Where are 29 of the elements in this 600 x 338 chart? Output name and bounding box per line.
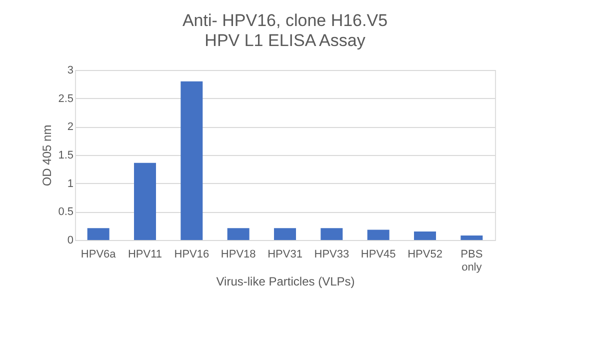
x-tick-label: HPV11 bbox=[128, 248, 162, 260]
x-tick-label: PBS only bbox=[460, 248, 483, 274]
y-tick-label: 0 bbox=[67, 234, 74, 246]
y-tick-label: 2.5 bbox=[58, 92, 74, 105]
bar bbox=[134, 162, 156, 240]
y-axis-title: OD 405 nm bbox=[40, 124, 54, 186]
x-tick-label: HPV45 bbox=[360, 248, 396, 260]
bar bbox=[87, 228, 110, 240]
y-tick-label: 2 bbox=[67, 121, 74, 134]
x-tick-label: HPV31 bbox=[268, 248, 302, 260]
x-tick-label: HPV52 bbox=[408, 248, 442, 260]
x-tick-label: HPV16 bbox=[174, 248, 210, 260]
bar bbox=[367, 230, 390, 240]
x-tick-label: HPV6a bbox=[80, 248, 117, 260]
bar bbox=[320, 228, 343, 240]
x-tick-label: HPV33 bbox=[314, 248, 350, 260]
y-tick-label: 1.5 bbox=[58, 150, 74, 162]
x-tick-label: HPV18 bbox=[220, 248, 256, 260]
bar bbox=[274, 228, 296, 240]
y-tick-label: 1 bbox=[67, 178, 74, 190]
y-tick-label: 3 bbox=[67, 64, 74, 76]
y-tick-label: 0.5 bbox=[58, 206, 74, 218]
bar bbox=[460, 235, 483, 240]
chart-title: Anti- HPV16, clone H16.V5 bbox=[182, 11, 388, 30]
bar bbox=[227, 228, 250, 240]
x-axis-title: Virus-like Particles (VLPs) bbox=[216, 274, 355, 288]
chart-subtitle: HPV L1 ELISA Assay bbox=[204, 31, 366, 50]
bar bbox=[414, 232, 436, 240]
bar bbox=[180, 81, 203, 240]
